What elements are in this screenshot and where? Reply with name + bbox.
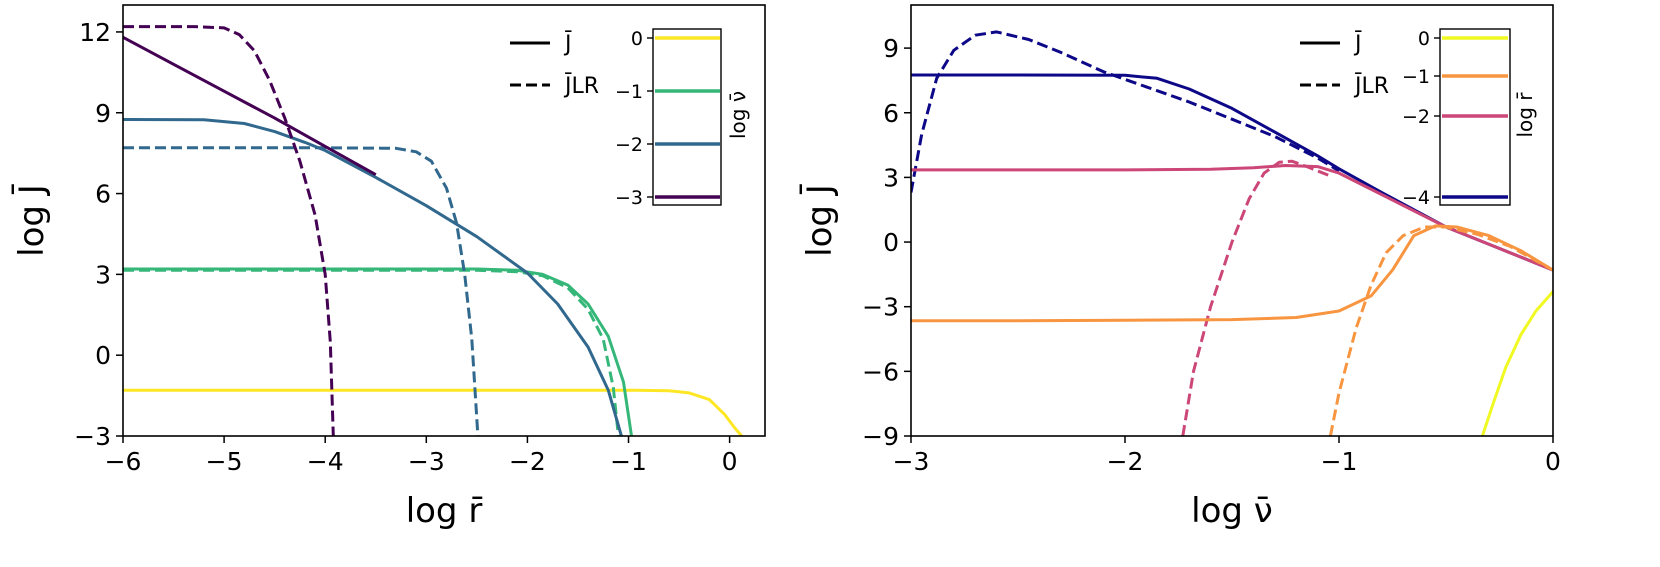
x-tick-label: −5 <box>206 447 243 476</box>
series-line-3 <box>1181 159 1329 436</box>
colorbar-frame <box>652 28 722 206</box>
series-group <box>911 30 1553 436</box>
colorbar-tick-label: 0 <box>1418 28 1430 50</box>
y-tick-label: 9 <box>883 34 899 63</box>
series-line-3 <box>123 118 623 436</box>
x-axis-label: log r̄ <box>406 491 483 531</box>
colorbar-tick-label: −3 <box>615 187 643 209</box>
x-tick-label: 0 <box>1545 447 1561 476</box>
series-line-2 <box>123 268 620 436</box>
y-axis-label: log J̄ <box>11 184 52 257</box>
colorbar: 0 −1 −2 −3 log ν̄ <box>615 28 750 209</box>
y-tick-label: 12 <box>79 18 111 47</box>
right-panel: −3 −2 −1 0 −9 −6 −3 0 3 6 9 log ν̄ log J̄ J̄ J̄LR 0 −1 −2… <box>799 4 1561 531</box>
legend: J̄ J̄LR <box>510 31 599 99</box>
x-tick-label: −3 <box>893 447 930 476</box>
y-tick-label: 3 <box>883 163 899 192</box>
y-tick-label: 9 <box>95 99 111 128</box>
x-tick-label: 0 <box>722 447 738 476</box>
legend-label: J̄LR <box>563 73 599 99</box>
y-tick-label: 3 <box>95 260 111 289</box>
legend-label: J̄ <box>563 31 572 57</box>
colorbar-tick-label: −1 <box>1402 66 1430 88</box>
colorbar: 0 −1 −2 −4 log r̄ <box>1402 28 1537 209</box>
y-tick-label: −3 <box>74 422 111 451</box>
y-tick-label: 6 <box>95 180 111 209</box>
colorbar-tick-label: −4 <box>1402 187 1430 209</box>
series-line-0 <box>123 388 743 436</box>
x-tick-label: −2 <box>1107 447 1144 476</box>
colorbar-tick-label: −1 <box>615 81 643 103</box>
series-line-4 <box>123 146 480 436</box>
y-tick-label: 0 <box>95 341 111 370</box>
y-tick-label: −6 <box>862 357 899 386</box>
plot-frame <box>122 4 766 437</box>
colorbar-tick-label: 0 <box>631 28 643 50</box>
y-tick-label: −3 <box>862 293 899 322</box>
colorbar-tick-label: −2 <box>615 134 643 156</box>
series-line-6 <box>1480 290 1553 436</box>
colorbar-label: log r̄ <box>1513 92 1537 138</box>
series-group <box>123 25 743 436</box>
series-line-4 <box>911 224 1553 323</box>
series-line-1 <box>123 267 633 436</box>
y-tick-label: 0 <box>883 228 899 257</box>
x-tick-label: −1 <box>1321 447 1358 476</box>
x-axis-label: log ν̄ <box>1191 491 1273 531</box>
series-line-5 <box>1328 225 1553 436</box>
colorbar-tick-label: −2 <box>1402 106 1430 128</box>
x-tick-label: −4 <box>307 447 344 476</box>
series-line-1 <box>911 30 1340 193</box>
y-tick-label: −9 <box>862 422 899 451</box>
x-tick-label: −3 <box>408 447 445 476</box>
legend: J̄ J̄LR <box>1300 31 1389 99</box>
legend-label: J̄LR <box>1353 73 1389 99</box>
x-tick-label: −1 <box>610 447 647 476</box>
y-axis-label: log J̄ <box>799 184 840 257</box>
y-tick-label: 6 <box>883 99 899 128</box>
series-line-5 <box>123 35 377 177</box>
series-line-2 <box>911 164 1553 272</box>
colorbar-label: log ν̄ <box>726 91 750 139</box>
plot-frame <box>910 4 1554 437</box>
legend-label: J̄ <box>1353 31 1362 57</box>
x-tick-label: −2 <box>509 447 546 476</box>
x-tick-label: −6 <box>105 447 142 476</box>
left-panel: −6 −5 −4 −3 −2 −1 0 −3 0 3 6 9 12 log r̄ log J̄ J̄ J̄LR 0… <box>11 4 766 531</box>
series-line-6 <box>123 25 335 436</box>
